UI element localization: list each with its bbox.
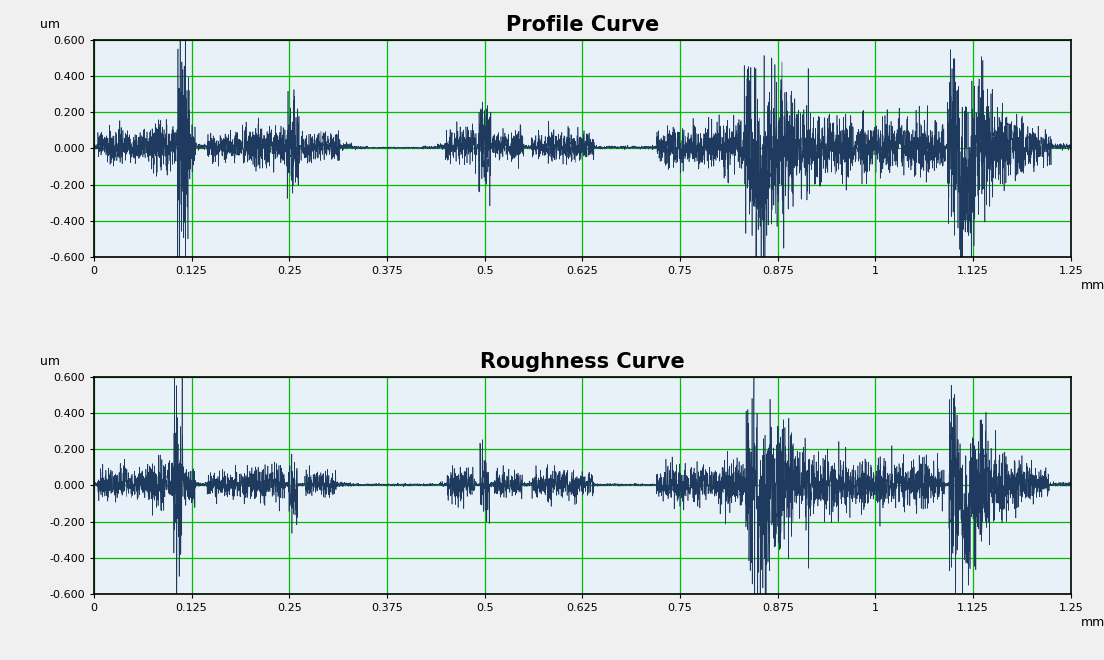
Title: Profile Curve: Profile Curve <box>506 15 659 35</box>
Text: um: um <box>40 355 60 368</box>
Text: mm: mm <box>1081 616 1104 629</box>
Text: um: um <box>40 18 60 31</box>
Text: mm: mm <box>1081 279 1104 292</box>
Title: Roughness Curve: Roughness Curve <box>480 352 684 372</box>
